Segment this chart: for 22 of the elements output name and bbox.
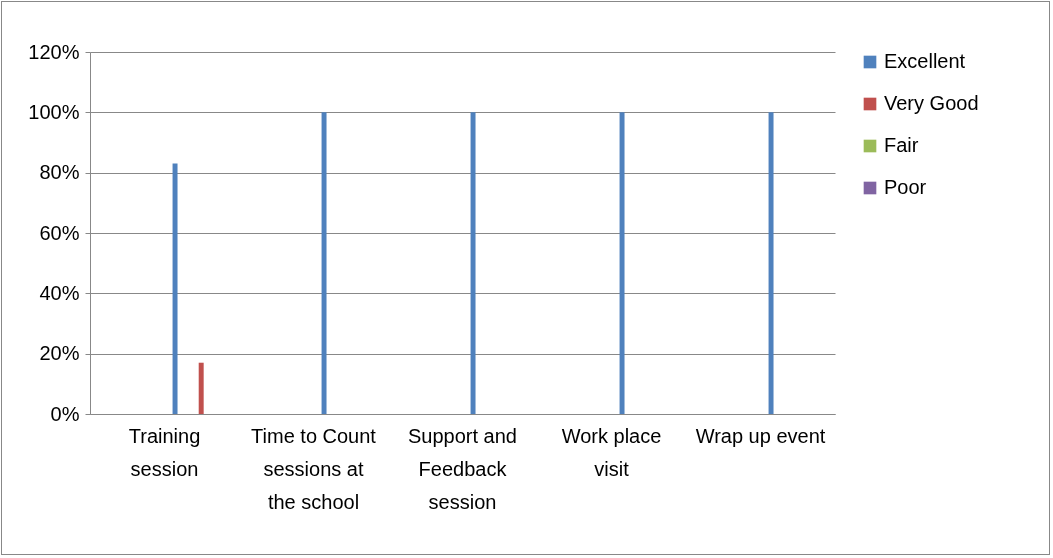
- x-tick-label: Training session: [128, 424, 201, 480]
- y-tick-label: 60%: [39, 221, 80, 244]
- x-tick-label: Wrap up event: [695, 424, 826, 447]
- x-tick-label: Time to Count sessions at the school: [251, 424, 377, 513]
- x-tick-label: Support and Feedback session: [408, 424, 517, 513]
- bar: [619, 112, 625, 414]
- bar: [470, 112, 476, 414]
- y-tick-label: 80%: [39, 161, 80, 184]
- bar: [321, 112, 327, 414]
- y-tick-label: 100%: [28, 100, 80, 123]
- legend-label: Very Good: [884, 92, 979, 114]
- bar: [172, 163, 178, 414]
- y-tick-label: 0%: [50, 402, 80, 425]
- x-tick-label: Work place visit: [561, 424, 662, 480]
- legend-label: Fair: [884, 134, 919, 156]
- y-tick-label: 20%: [39, 342, 80, 365]
- bar: [198, 362, 204, 414]
- y-tick-label: 120%: [28, 40, 80, 63]
- y-tick-label: 40%: [39, 281, 80, 304]
- legend-label: Poor: [884, 176, 927, 198]
- bar: [768, 112, 774, 414]
- legend-label: Excellent: [884, 50, 966, 72]
